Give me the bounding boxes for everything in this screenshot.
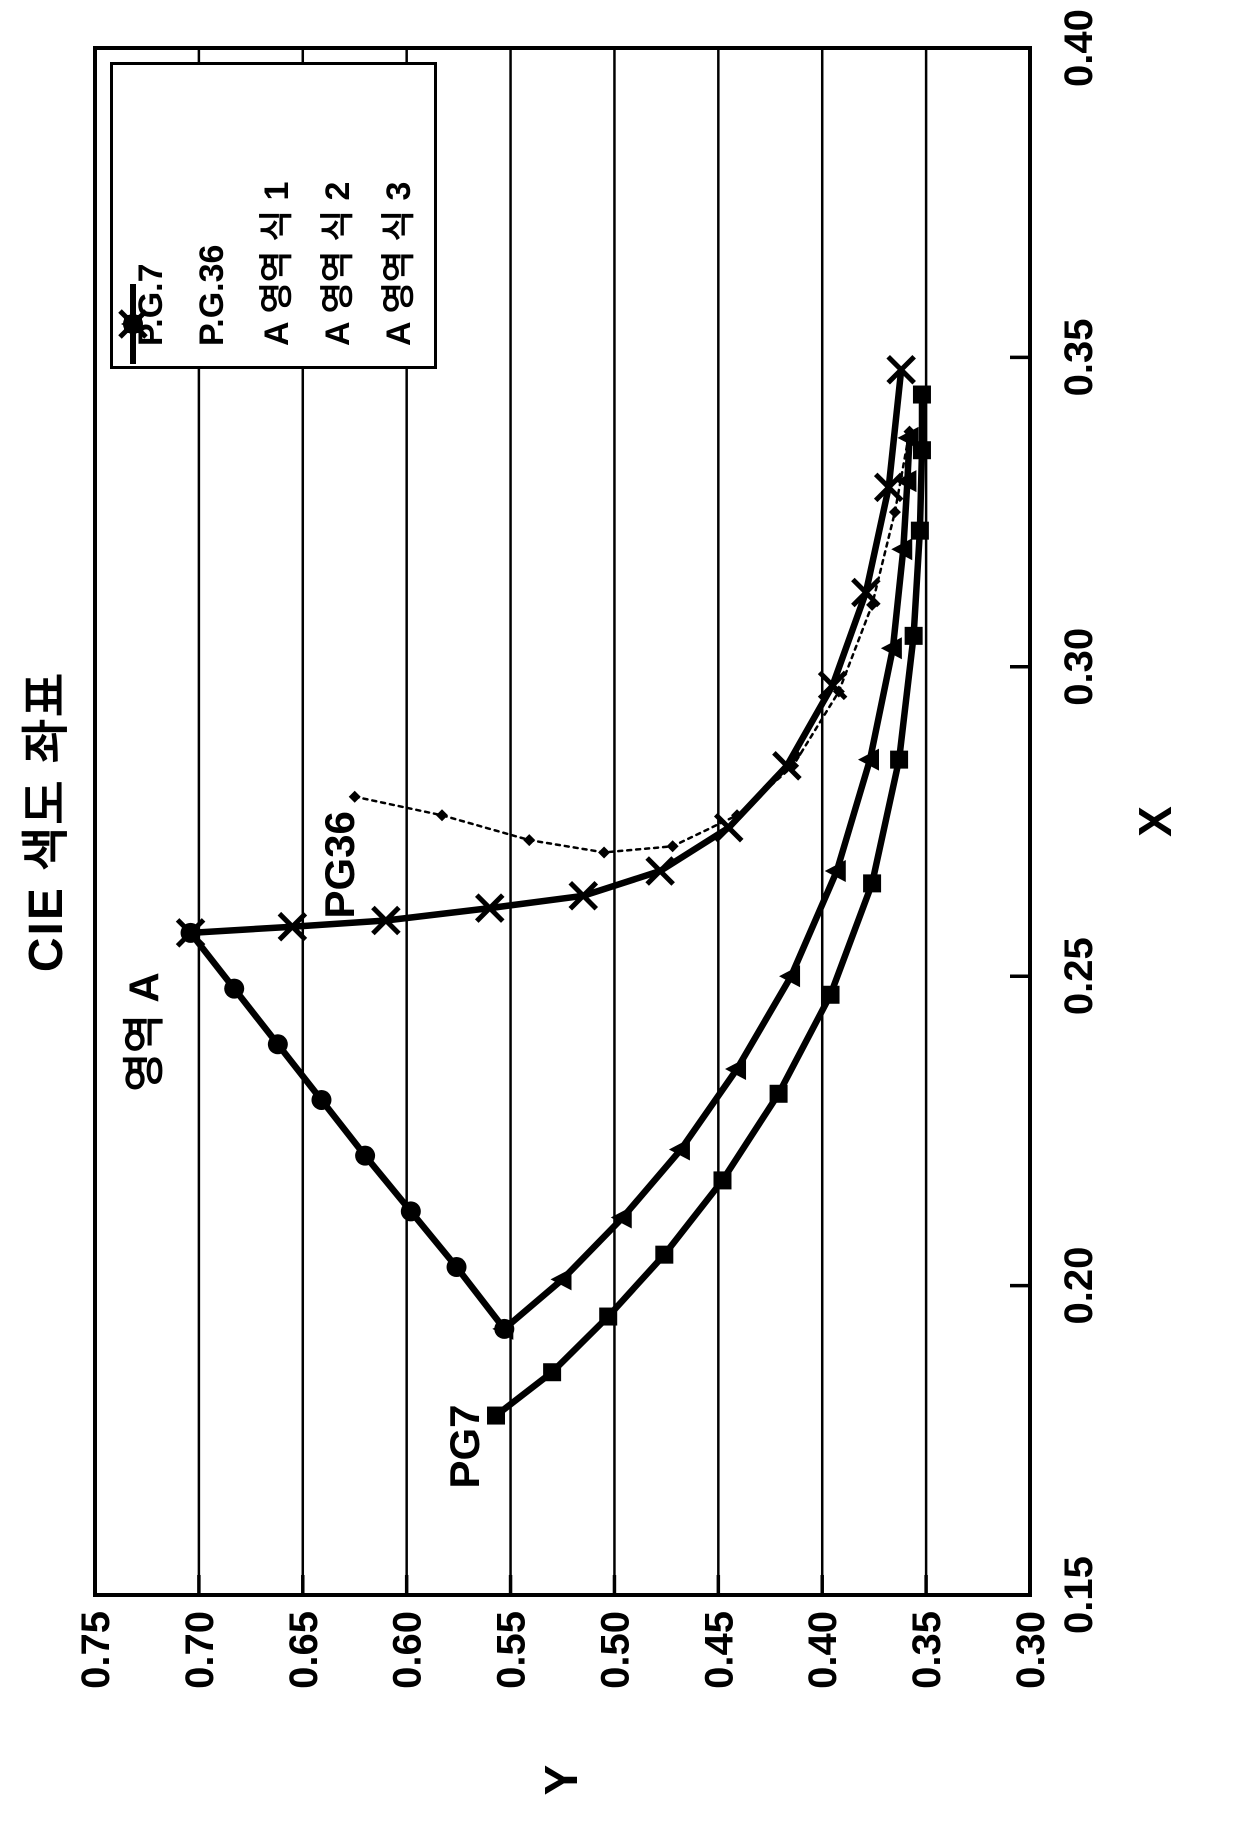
svg-text:0.30: 0.30 [1009, 1611, 1053, 1689]
svg-text:0.70: 0.70 [178, 1611, 222, 1689]
legend-item-label: A 영역 식 3 [380, 181, 419, 346]
svg-text:0.40: 0.40 [1057, 9, 1101, 87]
legend-item-label: A 영역 식 2 [319, 181, 358, 346]
annotation-region-a: 영역 A [120, 972, 168, 1092]
annotation-pg7: PG7 [440, 1404, 488, 1489]
svg-text:0.65: 0.65 [282, 1611, 326, 1689]
svg-text:0.35: 0.35 [1057, 318, 1101, 396]
svg-text:0.50: 0.50 [593, 1611, 637, 1689]
annotation-pg36: PG36 [316, 811, 364, 919]
svg-text:0.45: 0.45 [697, 1611, 741, 1689]
svg-text:0.35: 0.35 [905, 1611, 949, 1689]
legend-item-region-a-formula-1: A 영역 식 1 [123, 65, 302, 364]
legend: P.G.7 P.G.36 A 영역 식 1 A 영역 식 2 A 영역 식 3 [110, 62, 437, 369]
legend-item-label: P.G.36 [192, 244, 231, 346]
triangle-marker-icon [121, 284, 142, 364]
svg-text:0.55: 0.55 [490, 1611, 534, 1689]
legend-item-region-a-formula-3: A 영역 식 3 [121, 65, 425, 364]
svg-text:0.60: 0.60 [386, 1611, 430, 1689]
chart-title: CIE 색도 좌표 [20, 670, 73, 973]
legend-item-label: A 영역 식 1 [257, 181, 296, 346]
svg-text:0.30: 0.30 [1057, 628, 1101, 706]
svg-text:0.40: 0.40 [801, 1611, 845, 1689]
svg-text:0.15: 0.15 [1057, 1556, 1101, 1634]
svg-text:0.20: 0.20 [1057, 1247, 1101, 1325]
legend-item-region-a-formula-2: A 영역 식 2 [118, 65, 364, 364]
svg-text:0.25: 0.25 [1057, 937, 1101, 1015]
legend-item-pg36: P.G.36 [127, 65, 241, 364]
y-axis-title: Y [535, 1764, 587, 1796]
svg-text:0.75: 0.75 [74, 1611, 118, 1689]
x-axis-title: X [1129, 806, 1181, 837]
